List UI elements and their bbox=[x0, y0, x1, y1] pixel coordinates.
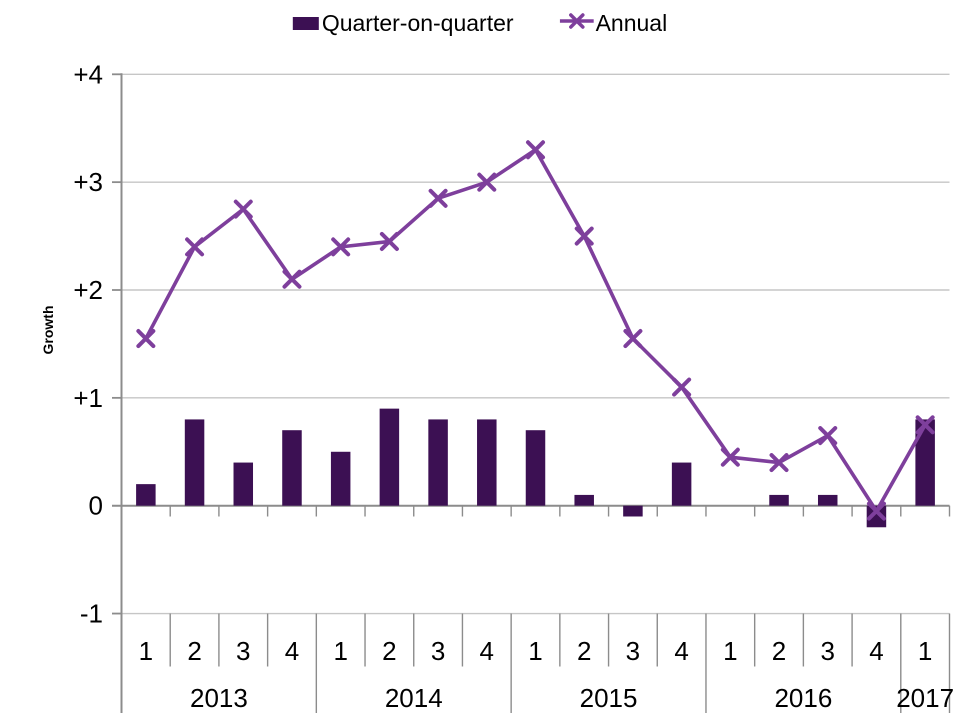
quarter-label: 3 bbox=[626, 636, 640, 666]
qoq-bar bbox=[330, 451, 351, 506]
qoq-bar bbox=[233, 462, 254, 506]
annual-marker bbox=[282, 269, 302, 289]
quarter-label: 4 bbox=[869, 636, 883, 666]
quarter-label: 1 bbox=[723, 636, 737, 666]
quarter-label: 4 bbox=[674, 636, 688, 666]
qoq-bar bbox=[136, 484, 156, 506]
annual-line-marker-icon bbox=[559, 12, 594, 35]
annual-marker bbox=[136, 329, 156, 349]
y-tick-label: +3 bbox=[73, 167, 103, 197]
annual-marker bbox=[428, 188, 448, 208]
annual-marker bbox=[233, 199, 253, 219]
quarter-label: 4 bbox=[285, 636, 299, 666]
y-tick-label: +1 bbox=[73, 383, 103, 413]
qoq-bar bbox=[574, 494, 594, 506]
annual-marker bbox=[720, 447, 740, 467]
qoq-bar bbox=[477, 419, 497, 506]
quarter-label: 3 bbox=[821, 636, 835, 666]
legend-line-label: Annual bbox=[595, 10, 668, 36]
annual-marker bbox=[477, 172, 497, 192]
legend-bar-label: Quarter-on-quarter bbox=[321, 10, 514, 36]
qoq-bar bbox=[866, 505, 887, 528]
year-label: 2014 bbox=[385, 683, 443, 713]
annual-marker bbox=[818, 426, 838, 446]
quarter-label: 2 bbox=[187, 636, 201, 666]
qoq-bar bbox=[184, 419, 205, 506]
legend: Quarter-on-quarter Annual bbox=[292, 10, 668, 36]
annual-marker bbox=[331, 237, 351, 257]
qoq-bar bbox=[671, 462, 692, 506]
quarter-on-quarter-swatch-icon bbox=[292, 17, 319, 30]
y-tick-label: +4 bbox=[73, 59, 103, 89]
qoq-bar bbox=[915, 419, 935, 506]
quarter-label: 1 bbox=[918, 636, 932, 666]
quarter-label: 1 bbox=[528, 636, 542, 666]
year-label: 2017 bbox=[896, 683, 954, 713]
annual-marker bbox=[915, 415, 935, 435]
year-label: 2015 bbox=[580, 683, 638, 713]
qoq-bar bbox=[817, 494, 838, 506]
qoq-bar bbox=[379, 408, 400, 506]
annual-marker bbox=[574, 226, 594, 246]
annual-marker bbox=[623, 329, 643, 349]
y-tick-label: +2 bbox=[73, 275, 103, 305]
quarter-label: 2 bbox=[577, 636, 591, 666]
year-label: 2013 bbox=[190, 683, 248, 713]
quarter-label: 3 bbox=[236, 636, 250, 666]
quarter-label: 4 bbox=[480, 636, 494, 666]
qoq-bar bbox=[428, 419, 448, 506]
quarter-label: 1 bbox=[139, 636, 153, 666]
y-tick-label: 0 bbox=[89, 491, 103, 521]
qoq-bar bbox=[282, 430, 302, 506]
quarter-label: 2 bbox=[382, 636, 396, 666]
quarter-label: 2 bbox=[772, 636, 786, 666]
year-label: 2016 bbox=[774, 683, 832, 713]
annual-marker bbox=[769, 453, 789, 473]
y-tick-label: -1 bbox=[80, 599, 103, 629]
annual-marker bbox=[866, 501, 886, 521]
annual-marker bbox=[672, 377, 692, 397]
annual-marker bbox=[379, 231, 399, 251]
quarter-label: 3 bbox=[431, 636, 445, 666]
qoq-bar bbox=[623, 505, 643, 517]
quarter-label: 1 bbox=[333, 636, 347, 666]
qoq-bar bbox=[525, 430, 546, 506]
qoq-bar bbox=[769, 494, 789, 506]
annual-marker bbox=[526, 140, 545, 160]
annual-marker bbox=[185, 237, 205, 257]
